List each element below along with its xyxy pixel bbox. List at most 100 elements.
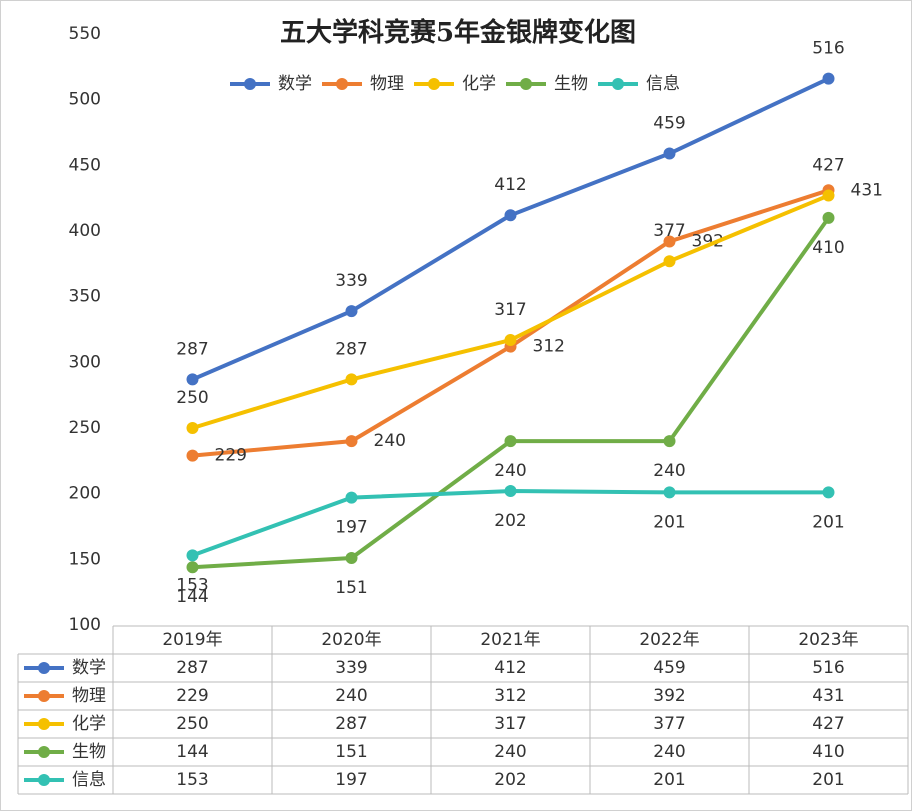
table-cell: 250 — [176, 714, 208, 734]
y-tick-label: 150 — [69, 549, 101, 569]
y-tick-label: 450 — [69, 155, 101, 175]
point — [504, 435, 517, 448]
table-cell: 339 — [335, 658, 367, 678]
table-cell: 240 — [335, 686, 367, 706]
table-row-label: 物理 — [72, 686, 106, 706]
table-cell: 377 — [653, 714, 685, 734]
point — [186, 422, 199, 434]
point — [822, 211, 835, 224]
legend-marker — [612, 78, 624, 90]
table-cell: 392 — [653, 686, 685, 706]
table-header: 2022年 — [639, 630, 699, 650]
point — [822, 486, 835, 499]
data-label: 410 — [812, 238, 844, 258]
point — [345, 552, 358, 565]
table-cell: 287 — [335, 714, 367, 734]
chart-title: 五大学科竞赛5年金银牌变化图 — [280, 17, 636, 48]
point — [822, 72, 835, 85]
data-label: 144 — [176, 587, 208, 607]
data-label: 287 — [176, 339, 208, 359]
legend-label: 生物 — [554, 74, 588, 94]
point — [663, 255, 676, 268]
data-label: 339 — [335, 271, 367, 291]
legend-label: 物理 — [370, 74, 404, 94]
data-label: 312 — [533, 337, 565, 357]
point — [345, 491, 358, 504]
point — [186, 561, 199, 574]
table-cell: 412 — [494, 658, 526, 678]
table-cell: 427 — [812, 714, 844, 734]
data-label: 459 — [653, 114, 685, 134]
data-label: 516 — [812, 39, 844, 59]
point — [663, 435, 676, 448]
table-row-label: 数学 — [72, 658, 106, 678]
y-tick-label: 200 — [69, 484, 101, 504]
table-cell: 144 — [176, 742, 208, 762]
point — [186, 373, 199, 386]
table-cell: 229 — [176, 686, 208, 706]
legend-label: 数学 — [278, 74, 312, 94]
table-header: 2023年 — [798, 630, 858, 650]
y-tick-label: 350 — [69, 287, 101, 307]
y-tick-label: 550 — [69, 24, 101, 44]
y-tick-label: 400 — [69, 221, 101, 241]
point — [822, 189, 835, 202]
table-legend-marker — [38, 746, 50, 758]
table-row-label: 生物 — [72, 742, 106, 762]
legend-marker — [244, 78, 256, 90]
data-label: 427 — [812, 156, 844, 176]
data-label: 240 — [653, 461, 685, 481]
table-cell: 151 — [335, 742, 367, 762]
table-header: 2021年 — [480, 630, 540, 650]
table-cell: 201 — [812, 770, 844, 790]
data-label: 250 — [176, 388, 208, 408]
table-cell: 202 — [494, 770, 526, 790]
table-cell: 312 — [494, 686, 526, 706]
table-cell: 240 — [494, 742, 526, 762]
table-cell: 240 — [653, 742, 685, 762]
point — [186, 449, 199, 462]
y-tick-label: 300 — [69, 352, 101, 372]
data-label: 377 — [653, 221, 685, 241]
data-label: 412 — [494, 175, 526, 195]
data-label: 240 — [374, 431, 406, 451]
legend-label: 化学 — [462, 74, 496, 94]
table-cell: 459 — [653, 658, 685, 678]
point — [186, 549, 199, 562]
point — [663, 486, 676, 499]
point — [504, 209, 517, 222]
data-label: 229 — [215, 446, 247, 466]
table-cell: 197 — [335, 770, 367, 790]
point — [504, 334, 517, 347]
legend-marker — [336, 78, 348, 90]
table-cell: 516 — [812, 658, 844, 678]
table-legend-marker — [38, 662, 50, 674]
y-tick-label: 250 — [69, 418, 101, 438]
table-row-label: 信息 — [72, 770, 106, 790]
table-cell: 153 — [176, 770, 208, 790]
table-header: 2020年 — [321, 630, 381, 650]
data-label: 287 — [335, 339, 367, 359]
data-label: 151 — [335, 578, 367, 598]
data-label: 201 — [653, 512, 685, 532]
table-cell: 317 — [494, 714, 526, 734]
point — [663, 147, 676, 160]
data-label: 392 — [692, 232, 724, 252]
table-legend-marker — [38, 690, 50, 702]
legend-marker — [428, 78, 440, 90]
table-cell: 201 — [653, 770, 685, 790]
data-label: 201 — [812, 512, 844, 532]
table-cell: 431 — [812, 686, 844, 706]
point — [504, 485, 517, 498]
point — [345, 305, 358, 318]
data-label: 317 — [494, 300, 526, 320]
data-label: 431 — [851, 180, 883, 200]
legend-label: 信息 — [646, 74, 680, 94]
y-tick-label: 500 — [69, 90, 101, 110]
table-legend-marker — [38, 718, 50, 730]
data-label: 240 — [494, 461, 526, 481]
table-legend-marker — [38, 774, 50, 786]
point — [663, 235, 676, 248]
